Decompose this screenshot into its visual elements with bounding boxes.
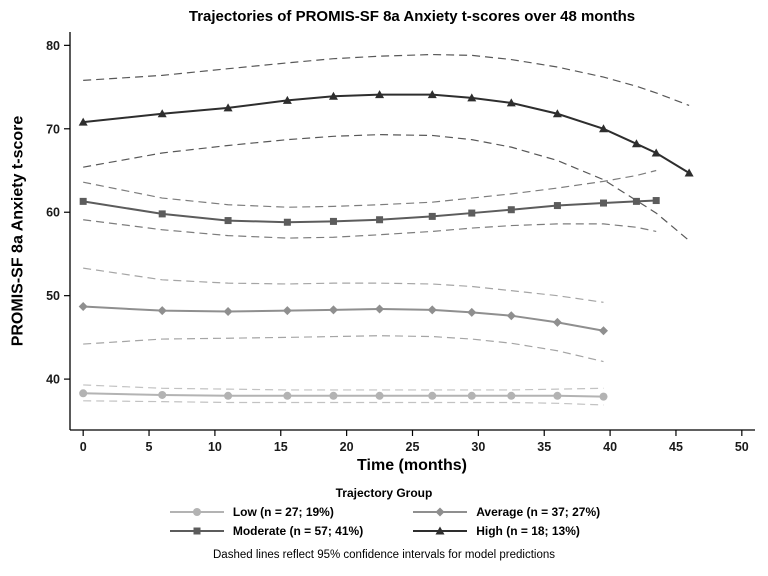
legend: Trajectory Group Low (n = 27; 19%) Averag… <box>0 486 768 539</box>
x-axis-label: Time (months) <box>357 457 467 474</box>
footnote: Dashed lines reflect 95% confidence inte… <box>213 549 555 561</box>
x-tick-label: 10 <box>208 440 222 454</box>
x-tick-label: 20 <box>340 440 354 454</box>
moderate-trajectory-line <box>83 199 657 224</box>
legend-item-average: Average (n = 37; 27%) <box>411 504 600 520</box>
average-diamond-marker-icon <box>413 507 468 517</box>
average-ci-upper <box>83 267 604 303</box>
legend-label-high: High (n = 18; 13%) <box>476 524 580 538</box>
x-tick-label: 35 <box>537 440 551 454</box>
x-tick-label: 25 <box>406 440 420 454</box>
moderate-ci-lower <box>83 219 657 239</box>
x-tick-label: 15 <box>274 440 288 454</box>
x-tick-label: 0 <box>80 440 87 454</box>
high-triangle-marker-icon <box>413 526 468 535</box>
moderate-ci-upper <box>83 169 657 208</box>
moderate-markers <box>79 197 660 226</box>
low-markers <box>79 389 608 401</box>
legend-label-average: Average (n = 37; 27%) <box>476 505 601 519</box>
low-ci-upper <box>83 384 604 391</box>
high-ci-upper <box>83 53 690 106</box>
legend-item-high: High (n = 18; 13%) <box>411 523 580 539</box>
high-ci-lower <box>83 134 690 242</box>
low-ci-lower <box>83 400 604 406</box>
legend-label-low: Low (n = 27; 19%) <box>232 505 334 519</box>
y-tick-label: 50 <box>46 289 60 303</box>
average-markers <box>78 302 609 336</box>
legend-item-moderate: Moderate (n = 57; 41%) <box>168 523 363 539</box>
x-tick-label: 5 <box>146 440 153 454</box>
x-tick-label: 45 <box>669 440 683 454</box>
legend-label-moderate: Moderate (n = 57; 41%) <box>232 524 364 538</box>
legend-grid: Low (n = 27; 19%) Average (n = 37; 27%) Mo… <box>168 504 600 539</box>
x-tick-label: 40 <box>603 440 617 454</box>
y-tick-label: 80 <box>46 39 60 53</box>
legend-title: Trajectory Group <box>335 486 433 500</box>
y-axis-label: PROMIS-SF 8a Anxiety t-score <box>9 115 27 347</box>
high-trajectory-line <box>83 93 690 174</box>
high-markers <box>78 90 694 177</box>
average-ci-lower <box>83 335 604 363</box>
y-tick-label: 60 <box>46 206 60 220</box>
y-tick-label: 70 <box>46 122 60 136</box>
chart-title: Trajectories of PROMIS-SF 8a Anxiety t-s… <box>188 8 636 25</box>
low-circle-marker-icon <box>169 508 224 516</box>
legend-item-low: Low (n = 27; 19%) <box>168 504 334 520</box>
plot-area: Time (months) 0 5 10 15 20 25 30 35 40 45 50 40 50 60… <box>46 32 755 474</box>
moderate-square-marker-icon <box>169 527 224 535</box>
x-tick-label: 30 <box>471 440 485 454</box>
y-tick-label: 40 <box>46 373 60 387</box>
x-tick-label: 50 <box>735 440 749 454</box>
